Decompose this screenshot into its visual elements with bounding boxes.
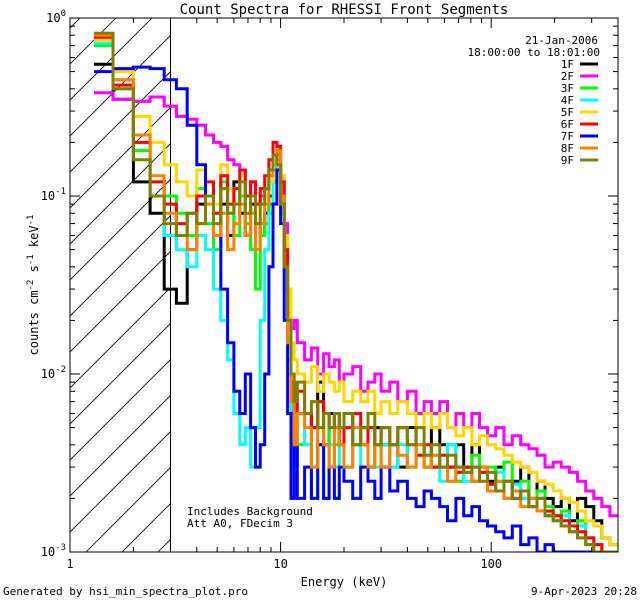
y-tick-base: 10: [41, 189, 55, 203]
x-tick-label: 100: [480, 557, 502, 571]
x-tick-label: 1: [66, 557, 73, 571]
hatch-line: [70, 430, 171, 533]
y-tick-exponent: 0: [61, 9, 66, 19]
y-tick-base: 10: [41, 545, 55, 559]
footer-generator: Generated by hsi_min_spectra_plot.pro: [3, 585, 248, 598]
hatch-line: [70, 34, 171, 137]
y-axis-label-exp2: -1: [26, 254, 36, 265]
series-layer: [94, 31, 618, 552]
legend-label-1f: 1F: [561, 58, 574, 71]
hatch-line: [70, 394, 171, 497]
y-tick-base: 10: [41, 367, 55, 381]
legend-label-7f: 7F: [561, 130, 574, 143]
legend-date: 21-Jan-2006: [525, 34, 598, 47]
hatch-line: [70, 70, 171, 173]
y-tick-label: 100: [46, 9, 66, 25]
x-axis-label: Energy (keV): [301, 575, 388, 589]
legend-label-2f: 2F: [561, 70, 574, 83]
legend-label-3f: 3F: [561, 82, 574, 95]
annotation-attenuator: Att A0, FDecim 3: [187, 517, 293, 530]
y-axis-label-kev: keV: [27, 225, 41, 254]
y-tick-exponent: -2: [55, 365, 66, 375]
y-tick-exponent: -1: [55, 187, 66, 197]
series-9f: [94, 31, 618, 552]
y-tick-exponent: -3: [55, 543, 66, 553]
legend-time-range: 18:00:00 to 18:01:00: [468, 46, 600, 59]
x-tick-label: 10: [273, 557, 287, 571]
y-axis-label-s: s: [27, 265, 41, 279]
y-tick-label: 10-2: [41, 365, 66, 381]
y-axis-label-exp1: -2: [26, 280, 36, 291]
legend-label-9f: 9F: [561, 154, 574, 167]
hatch-line: [70, 214, 171, 317]
legend-label-6f: 6F: [561, 118, 574, 131]
chart-title: Count Spectra for RHESSI Front Segments: [180, 2, 509, 18]
footer-timestamp: 9-Apr-2023 20:28: [531, 585, 637, 598]
y-tick-base: 10: [46, 11, 60, 25]
y-axis-label-exp3: -1: [26, 215, 36, 226]
legend-label-4f: 4F: [561, 94, 574, 107]
legend-label-5f: 5F: [561, 106, 574, 119]
y-axis-label: counts cm-2 s-1 keV-1: [26, 215, 41, 356]
excluded-region-hatch: [70, 18, 171, 552]
y-tick-label: 10-1: [41, 187, 66, 203]
hatch-line: [70, 250, 171, 353]
y-tick-label: 10-3: [41, 543, 66, 559]
series-8f: [94, 33, 618, 552]
annotation-background: Includes Background: [187, 505, 313, 518]
legend-label-8f: 8F: [561, 142, 574, 155]
y-axis-label-base: counts cm: [27, 290, 41, 355]
